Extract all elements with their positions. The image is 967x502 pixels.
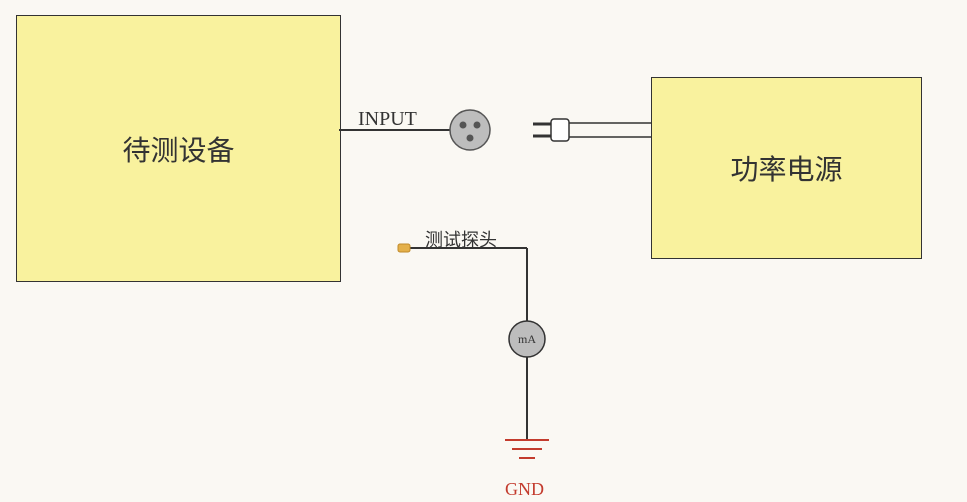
socket-hole-1	[474, 122, 481, 129]
plug-body	[551, 119, 569, 141]
socket-hole-0	[460, 122, 467, 129]
socket-icon	[450, 110, 490, 150]
socket-hole-2	[467, 135, 474, 142]
probe-tip-icon	[398, 244, 410, 252]
diagram-canvas: mA	[0, 0, 967, 502]
ammeter-label: mA	[518, 332, 536, 346]
